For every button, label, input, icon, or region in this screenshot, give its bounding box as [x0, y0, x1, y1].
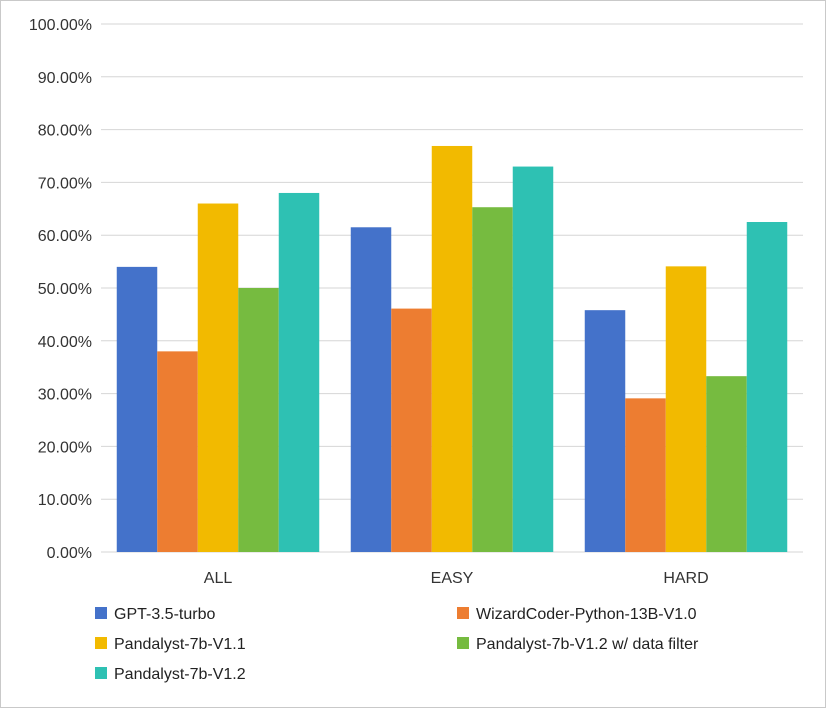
- bar-pandalyst-7b-v1-1-hard: [665, 266, 707, 552]
- y-tick-label: 50.00%: [38, 281, 92, 298]
- legend-label: Pandalyst-7b-V1.2: [114, 666, 246, 683]
- legend-label: GPT-3.5-turbo: [114, 606, 215, 623]
- legend-swatch: [95, 637, 107, 649]
- x-tick-label: ALL: [204, 570, 233, 587]
- bar-pandalyst-7b-v1-2-w-data-filter-all: [238, 288, 279, 552]
- legend-label: Pandalyst-7b-V1.1: [114, 636, 246, 653]
- bar-wizardcoder-python-13b-v1-0-easy: [391, 308, 432, 552]
- y-tick-label: 30.00%: [38, 387, 92, 404]
- bar-pandalyst-7b-v1-2-w-data-filter-hard: [706, 376, 747, 552]
- x-axis-tick-labels: ALL EASY HARD: [204, 570, 709, 587]
- bar-gpt-3-5-turbo-all: [116, 266, 158, 552]
- bars: [116, 145, 788, 552]
- y-tick-label: 70.00%: [38, 175, 92, 192]
- bar-wizardcoder-python-13b-v1-0-all: [157, 351, 198, 552]
- bar-wizardcoder-python-13b-v1-0-hard: [625, 398, 666, 552]
- x-tick-label: EASY: [431, 570, 474, 587]
- bar-pandalyst-7b-v1-2-hard: [746, 222, 788, 552]
- legend-swatch: [95, 667, 107, 679]
- bar-pandalyst-7b-v1-1-easy: [431, 145, 473, 552]
- y-tick-label: 60.00%: [38, 228, 92, 245]
- y-tick-label: 90.00%: [38, 70, 92, 87]
- legend-label: WizardCoder-Python-13B-V1.0: [476, 606, 697, 623]
- legend-swatch: [95, 607, 107, 619]
- bar-gpt-3-5-turbo-easy: [350, 227, 392, 552]
- bar-pandalyst-7b-v1-2-w-data-filter-easy: [472, 207, 513, 552]
- y-tick-label: 20.00%: [38, 439, 92, 456]
- x-tick-label: HARD: [663, 570, 708, 587]
- y-tick-label: 10.00%: [38, 492, 92, 509]
- legend-swatch: [457, 637, 469, 649]
- bar-gpt-3-5-turbo-hard: [584, 310, 626, 552]
- legend-label: Pandalyst-7b-V1.2 w/ data filter: [476, 636, 699, 653]
- legend-swatch: [457, 607, 469, 619]
- y-tick-label: 80.00%: [38, 123, 92, 140]
- bar-pandalyst-7b-v1-2-all: [278, 192, 320, 552]
- y-tick-label: 0.00%: [47, 545, 92, 562]
- y-tick-label: 100.00%: [29, 17, 92, 34]
- y-axis-tick-labels: 0.00% 10.00% 20.00% 30.00% 40.00% 50.00% 60.00…: [29, 17, 92, 562]
- legend: GPT-3.5-turbo WizardCoder-Python-13B-V1.0…: [95, 606, 699, 683]
- y-tick-label: 40.00%: [38, 334, 92, 351]
- bar-pandalyst-7b-v1-1-all: [197, 203, 239, 552]
- bar-pandalyst-7b-v1-2-easy: [512, 166, 554, 552]
